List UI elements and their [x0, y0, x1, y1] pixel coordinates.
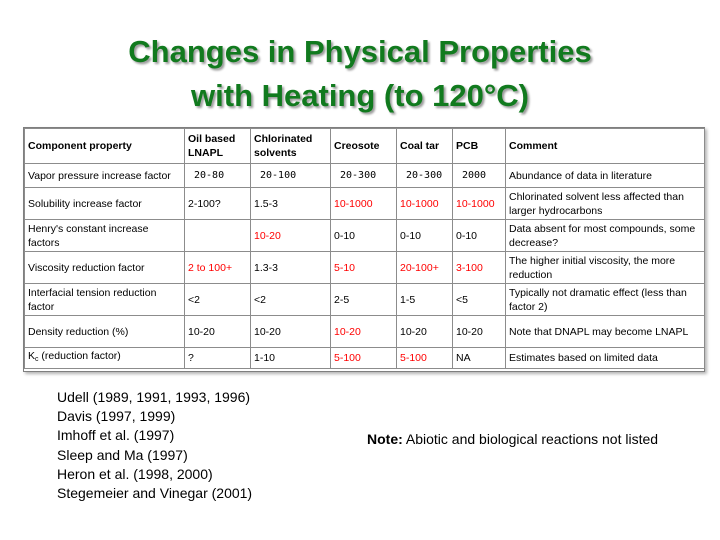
cell-chlorinated: 10-20: [250, 315, 331, 348]
cell-creosote: 5-10: [330, 251, 397, 284]
cell-pcb: 10-1000: [452, 187, 506, 220]
kc-label: (reduction factor): [38, 350, 121, 362]
reference-item: Heron et al. (1998, 2000): [57, 465, 213, 482]
cell-comment: Abundance of data in literature: [505, 163, 705, 188]
cell-property: Density reduction (%): [24, 315, 185, 348]
kc-subscript: c: [35, 356, 39, 363]
cell-creosote: 10-20: [330, 315, 397, 348]
table-row-henrys-constant: Henry's constant increase factors 10-20 …: [24, 219, 705, 252]
reference-item: Davis (1997, 1999): [57, 408, 176, 425]
table-row-interfacial-tension: Interfacial tension reduction factor <2 …: [24, 283, 705, 316]
cell-property: Viscosity reduction factor: [24, 251, 185, 284]
cell-oil-lnapl: 2 to 100+: [184, 251, 251, 284]
cell-property: Solubility increase factor: [24, 187, 185, 220]
cell-property: Kc (reduction factor): [24, 347, 185, 369]
cell-creosote: 2-5: [330, 283, 397, 316]
table-row-viscosity: Viscosity reduction factor 2 to 100+ 1.3…: [24, 251, 705, 284]
cell-creosote: 0-10: [330, 219, 397, 252]
table-row-density: Density reduction (%) 10-20 10-20 10-20 …: [24, 315, 705, 348]
cell-chlorinated: 1-10: [250, 347, 331, 369]
note-label: Note:: [367, 431, 403, 447]
cell-chlorinated: 10-20: [250, 219, 331, 252]
slide-title-line-1: Changes in Physical Properties: [128, 34, 592, 69]
properties-table: Component property Oil based LNAPL Chlor…: [24, 128, 705, 369]
cell-comment: Estimates based on limited data: [505, 347, 705, 369]
cell-coal-tar: 20-300: [396, 163, 453, 188]
cell-creosote: 5-100: [330, 347, 397, 369]
cell-chlorinated: 1.5-3: [250, 187, 331, 220]
table-row-vapor-pressure: Vapor pressure increase factor 20-80 20-…: [24, 163, 705, 188]
cell-coal-tar: 5-100: [396, 347, 453, 369]
reference-item: Sleep and Ma (1997): [57, 446, 188, 463]
cell-comment: Typically not dramatic effect (less than…: [505, 283, 705, 316]
cell-property: Vapor pressure increase factor: [24, 163, 185, 188]
cell-coal-tar: 10-1000: [396, 187, 453, 220]
header-pcb: PCB: [452, 128, 506, 164]
header-chlorinated-solvents: Chlorinated solvents: [250, 128, 331, 164]
note-text: Note: Abiotic and biological reactions n…: [367, 430, 658, 448]
table-row-kc: Kc (reduction factor) ? 1-10 5-100 5-100…: [24, 347, 705, 369]
cell-pcb: 2000: [452, 163, 506, 188]
cell-chlorinated: 1.3-3: [250, 251, 331, 284]
cell-pcb: 10-20: [452, 315, 506, 348]
cell-coal-tar: 0-10: [396, 219, 453, 252]
reference-item: Imhoff et al. (1997): [57, 427, 175, 444]
kc-symbol: K: [28, 350, 36, 362]
cell-comment: Data absent for most compounds, some dec…: [505, 219, 705, 252]
cell-oil-lnapl: [184, 219, 251, 252]
note-body: Abiotic and biological reactions not lis…: [402, 431, 659, 447]
cell-oil-lnapl: ?: [184, 347, 251, 369]
header-coal-tar: Coal tar: [396, 128, 453, 164]
cell-chlorinated: <2: [250, 283, 331, 316]
header-creosote: Creosote: [330, 128, 397, 164]
references-list: Udell (1989, 1991, 1993, 1996) Davis (19…: [57, 388, 252, 503]
header-comment: Comment: [505, 128, 705, 164]
cell-comment: The higher initial viscosity, the more r…: [505, 251, 705, 284]
cell-coal-tar: 20-100+: [396, 251, 453, 284]
cell-coal-tar: 1-5: [396, 283, 453, 316]
reference-item: Udell (1989, 1991, 1993, 1996): [57, 389, 251, 405]
cell-chlorinated: 20-100: [250, 163, 331, 188]
cell-coal-tar: 10-20: [396, 315, 453, 348]
cell-pcb: <5: [452, 283, 506, 316]
header-component-property: Component property: [24, 128, 185, 164]
cell-oil-lnapl: 20-80: [184, 163, 251, 188]
cell-property: Interfacial tension reduction factor: [24, 283, 185, 316]
table-header-row: Component property Oil based LNAPL Chlor…: [24, 128, 705, 164]
header-oil-based-lnapl: Oil based LNAPL: [184, 128, 251, 164]
table-row-solubility: Solubility increase factor 2-100? 1.5-3 …: [24, 187, 705, 220]
cell-comment: Chlorinated solvent less affected than l…: [505, 187, 705, 220]
cell-oil-lnapl: <2: [184, 283, 251, 316]
reference-item: Stegemeier and Vinegar (2001): [57, 485, 253, 502]
slide-title-line-2: with Heating (to 120°C): [191, 78, 529, 113]
cell-oil-lnapl: 10-20: [184, 315, 251, 348]
cell-creosote: 10-1000: [330, 187, 397, 220]
cell-comment: Note that DNAPL may become LNAPL: [505, 315, 705, 348]
properties-table-container: Component property Oil based LNAPL Chlor…: [23, 127, 705, 372]
slide-title: Changes in Physical Properties with Heat…: [0, 30, 720, 118]
cell-pcb: 3-100: [452, 251, 506, 284]
cell-pcb: NA: [452, 347, 506, 369]
cell-creosote: 20-300: [330, 163, 397, 188]
cell-property: Henry's constant increase factors: [24, 219, 185, 252]
cell-pcb: 0-10: [452, 219, 506, 252]
cell-oil-lnapl: 2-100?: [184, 187, 251, 220]
